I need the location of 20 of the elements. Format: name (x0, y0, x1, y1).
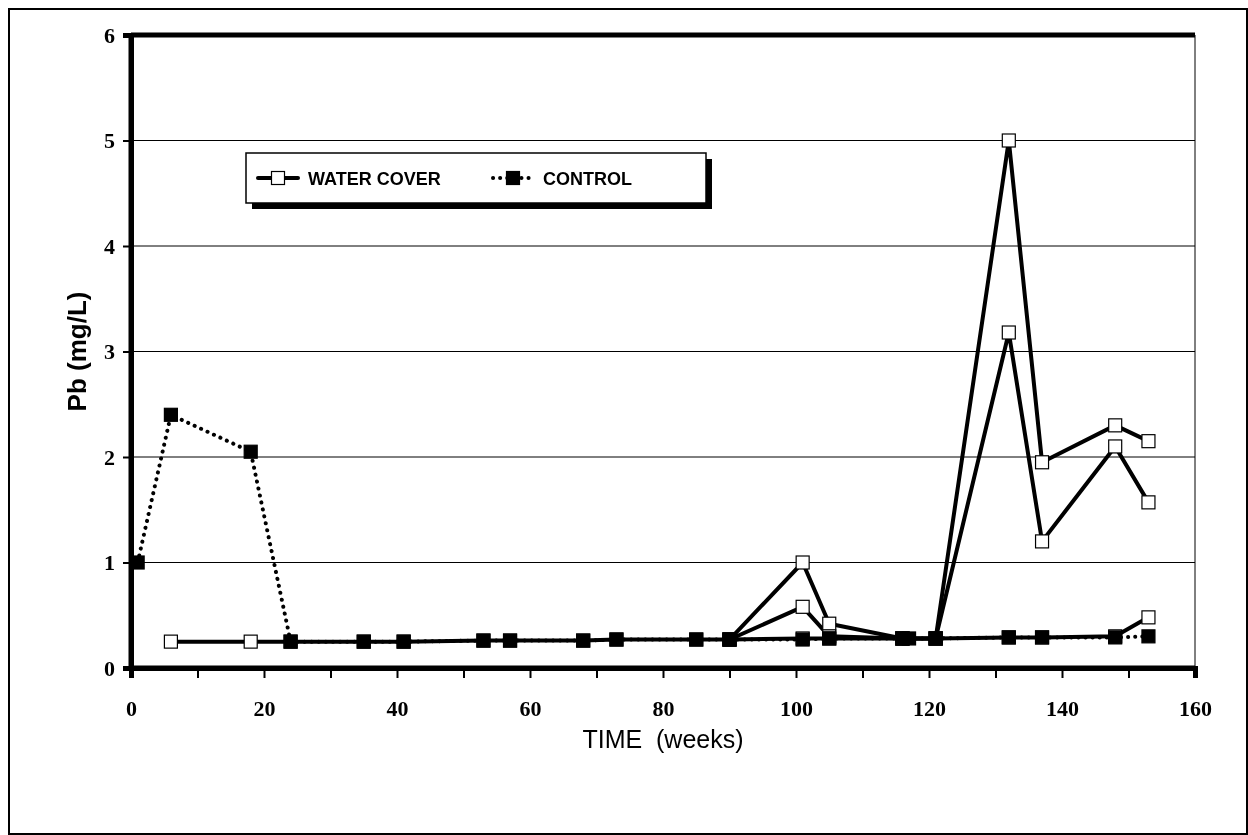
y-tick-label: 3 (104, 339, 115, 365)
y-tick-label: 0 (104, 655, 115, 681)
x-tick-label: 140 (1046, 695, 1079, 721)
x-axis-title: TIME (weeks) (582, 725, 744, 753)
y-tick-label: 5 (104, 128, 115, 154)
x-tick-label: 60 (519, 695, 542, 721)
y-tick-label: 1 (104, 550, 115, 576)
x-tick-label: 160 (1179, 695, 1212, 721)
x-tick-label: 80 (652, 695, 675, 721)
x-tick-label: 20 (253, 695, 276, 721)
x-tick-label: 100 (780, 695, 813, 721)
x-tick-label: 0 (126, 695, 137, 721)
y-tick-label: 6 (104, 22, 115, 48)
x-tick-label: 40 (386, 695, 409, 721)
y-axis-title: Pb (mg/L) (62, 291, 92, 412)
x-tick-label: 120 (913, 695, 946, 721)
y-tick-label: 4 (104, 233, 115, 259)
y-tick-label: 2 (104, 444, 115, 470)
legend-label: CONTROL (543, 169, 632, 189)
legend-label: WATER COVER (308, 169, 441, 189)
